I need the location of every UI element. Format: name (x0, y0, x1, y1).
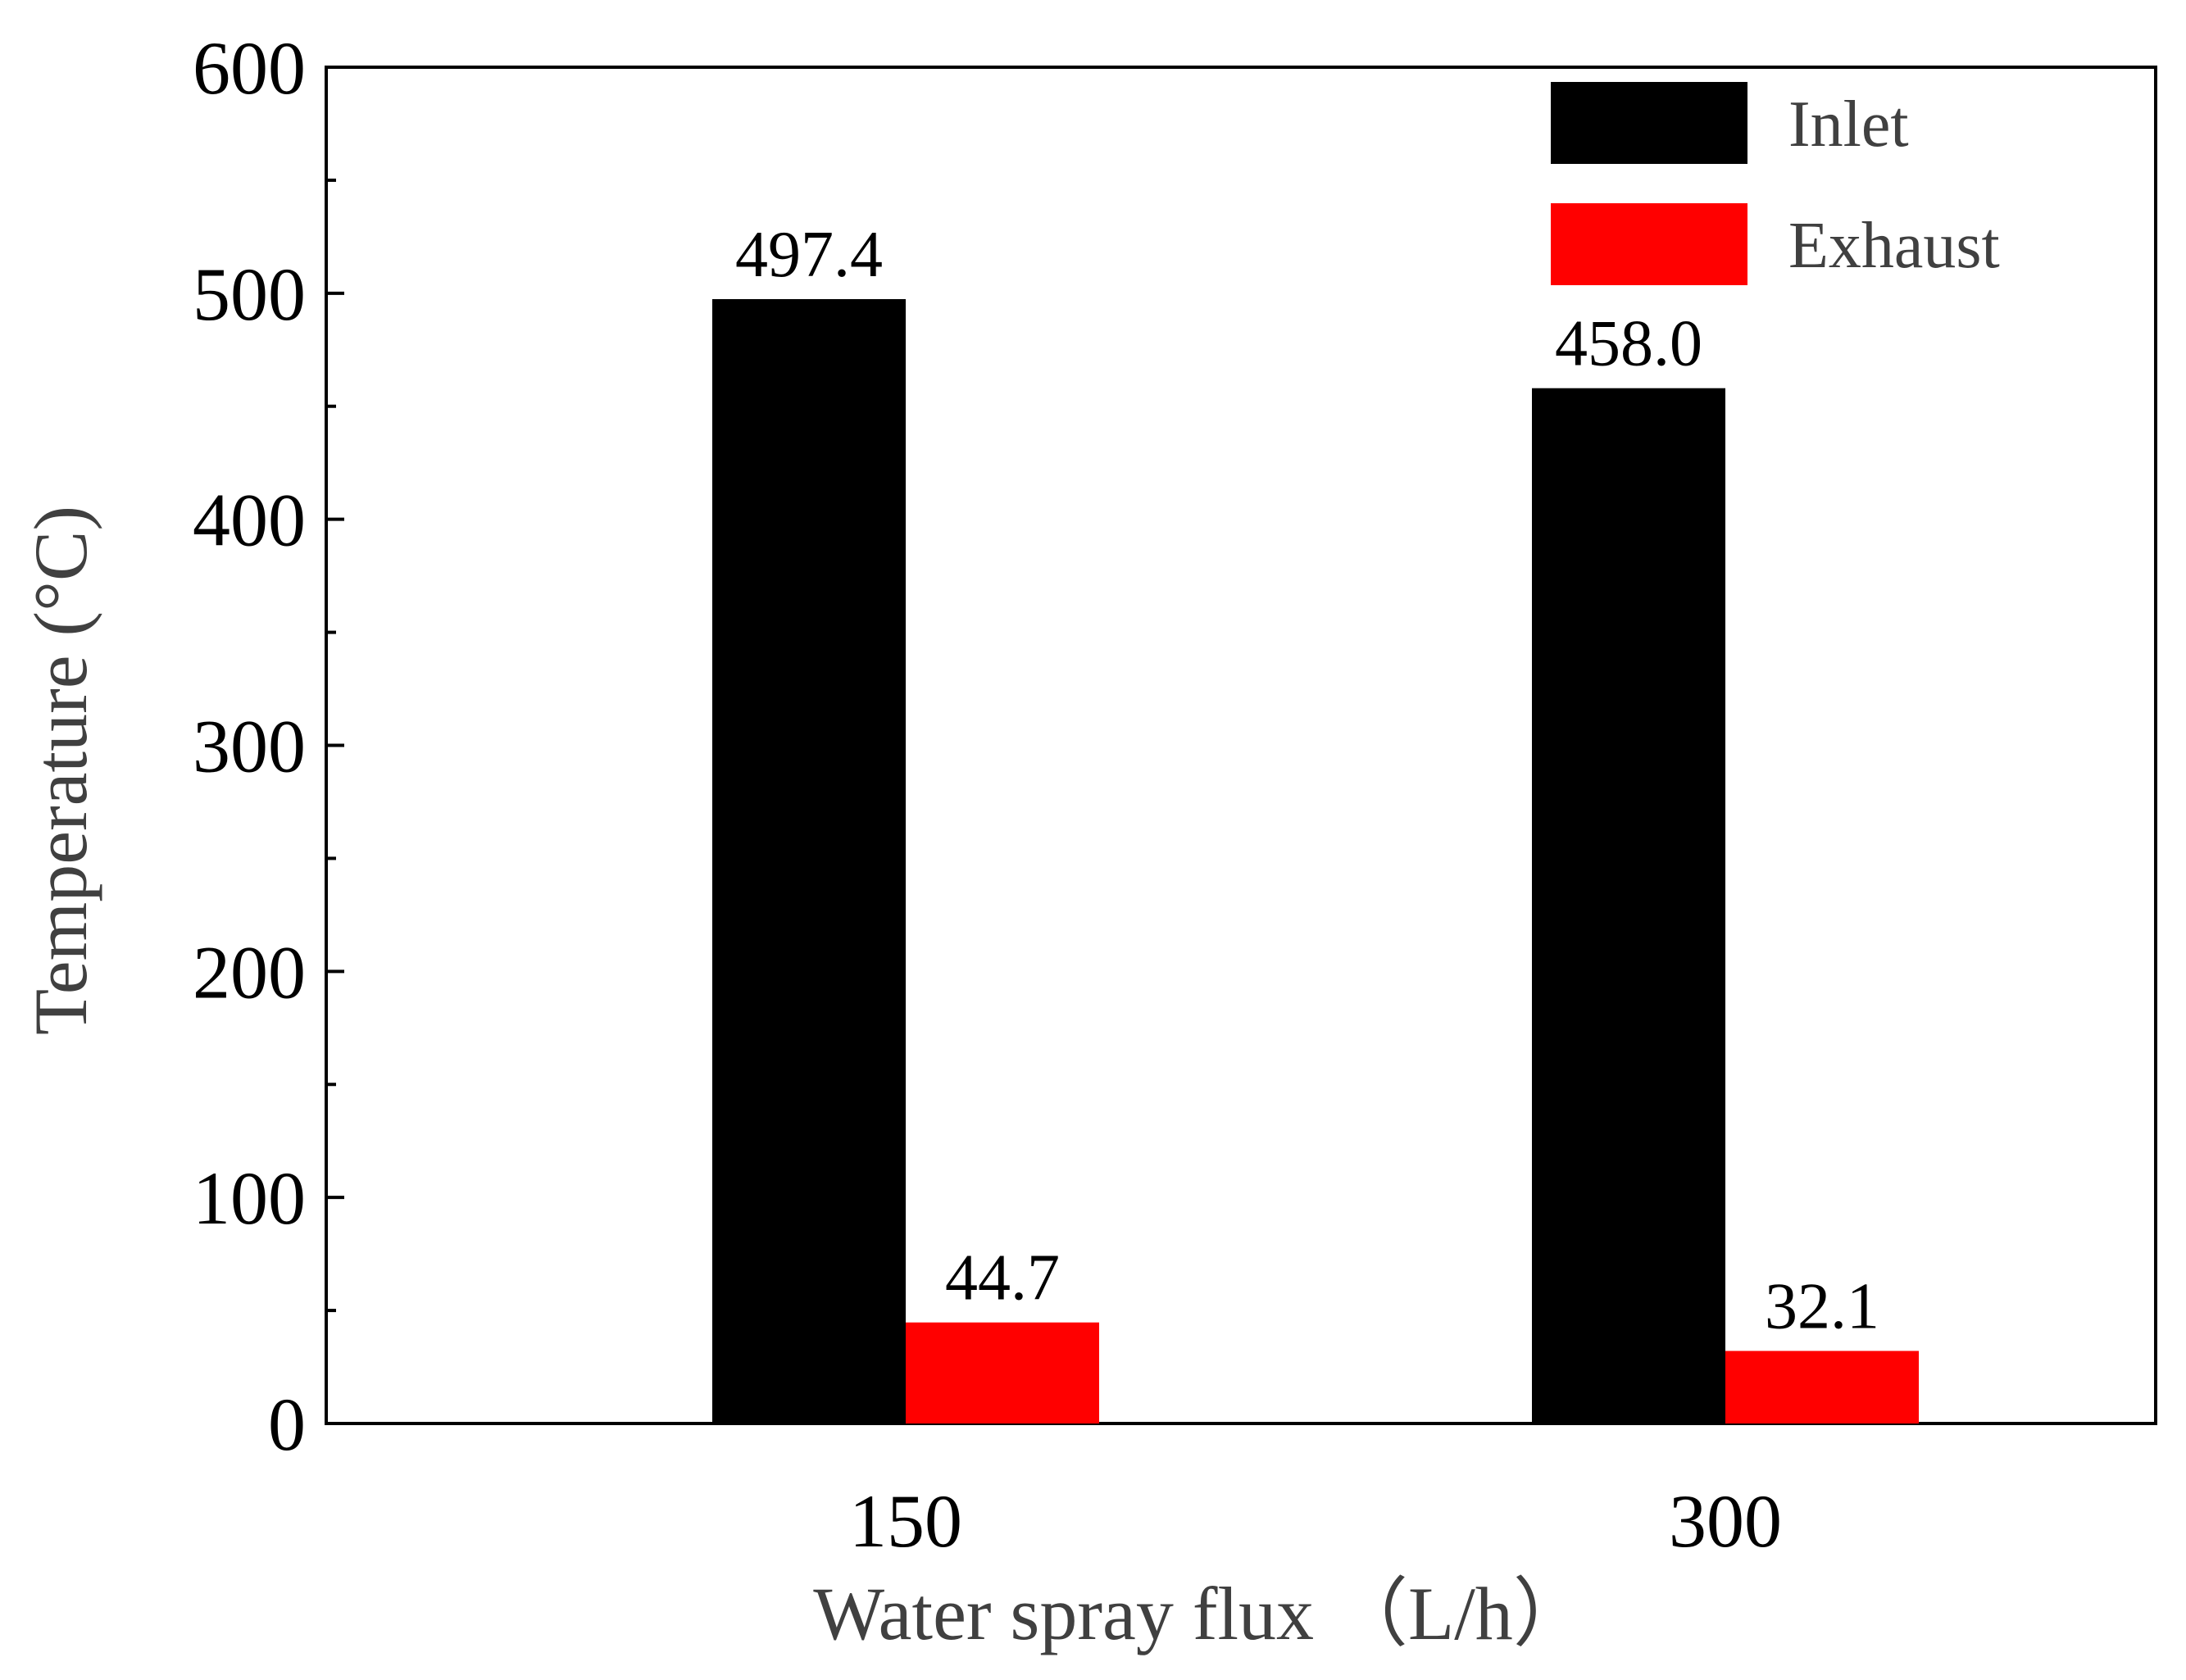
x-tick-label: 300 (1669, 1479, 1782, 1563)
y-tick-label: 0 (268, 1383, 306, 1466)
bar-inlet-300 (1532, 388, 1725, 1423)
data-label-inlet-300: 458.0 (1555, 308, 1702, 380)
bar-exhaust-150 (906, 1322, 1099, 1423)
data-label-exhaust-150: 44.7 (945, 1242, 1060, 1314)
data-label-inlet-150: 497.4 (735, 219, 883, 291)
legend-swatch-exhaust (1551, 203, 1747, 285)
bar-inlet-150 (712, 299, 906, 1423)
legend-label-inlet: Inlet (1788, 89, 1909, 161)
data-label-exhaust-300: 32.1 (1765, 1270, 1879, 1342)
y-tick-label: 500 (193, 252, 306, 336)
y-tick-label: 400 (193, 479, 306, 562)
bars (712, 299, 1919, 1423)
legend-label-exhaust: Exhaust (1788, 210, 2000, 282)
y-tick-label: 200 (193, 930, 306, 1014)
data-labels: 497.4 44.7 458.0 32.1 (735, 219, 1879, 1342)
y-axis-title: Temperature (°C) (19, 506, 102, 1035)
bar-exhaust-300 (1725, 1351, 1919, 1423)
x-tick-label: 150 (849, 1479, 962, 1563)
x-axis-title: Water spray flux （L/h） (813, 1572, 1588, 1655)
y-tick-label: 100 (193, 1156, 306, 1240)
y-tick-label: 600 (193, 26, 306, 110)
legend-swatch-inlet (1551, 82, 1747, 164)
axis-ticks: 0 100 200 300 400 500 600 150 300 (193, 26, 1782, 1563)
y-tick-label: 300 (193, 705, 306, 788)
legend: Inlet Exhaust (1551, 82, 2000, 285)
